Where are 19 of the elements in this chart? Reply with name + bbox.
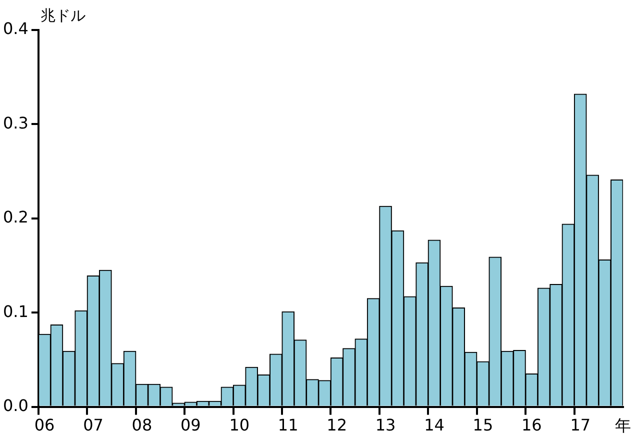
x-tick-label: 08	[132, 416, 152, 435]
x-tick-label: 07	[83, 416, 104, 435]
y-axis-title: 兆ドル	[40, 6, 86, 24]
x-tick-label: 15	[472, 416, 494, 435]
x-tick-label: 06	[34, 416, 55, 435]
x-tick-label: 13	[375, 416, 396, 435]
x-tick-label: 14	[424, 416, 444, 435]
y-tick-label: 0.4	[2, 19, 28, 38]
y-tick-label: 0.3	[2, 113, 28, 132]
x-tick-label: 09	[180, 416, 201, 435]
y-tick-label: 0.0	[2, 396, 28, 415]
x-tick-label: 10	[229, 416, 250, 435]
y-tick-label: 0.2	[2, 208, 28, 227]
x-tick-label: 12	[326, 416, 347, 435]
x-tick-label: 17	[570, 416, 591, 435]
y-tick-label: 0.1	[2, 302, 28, 321]
x-tick-label: 16	[521, 416, 542, 435]
x-tick-label: 11	[278, 416, 298, 435]
x-axis-title: 年	[615, 416, 631, 435]
